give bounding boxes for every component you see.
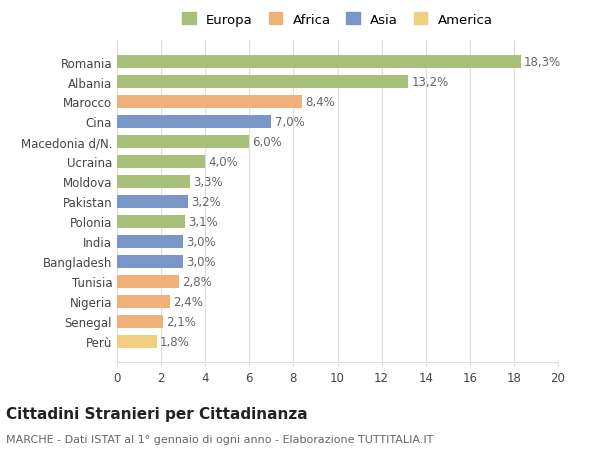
Bar	[117, 275, 179, 288]
Bar	[117, 76, 408, 89]
Bar	[117, 156, 205, 168]
Bar	[117, 136, 250, 149]
Bar	[117, 116, 271, 129]
Text: 3,3%: 3,3%	[193, 175, 223, 189]
Text: Cittadini Stranieri per Cittadinanza: Cittadini Stranieri per Cittadinanza	[6, 406, 308, 421]
Bar	[117, 96, 302, 109]
Text: 18,3%: 18,3%	[524, 56, 561, 69]
Text: 1,8%: 1,8%	[160, 335, 190, 348]
Text: 8,4%: 8,4%	[305, 96, 335, 109]
Text: 3,2%: 3,2%	[191, 196, 221, 208]
Bar	[117, 175, 190, 189]
Text: 3,0%: 3,0%	[187, 235, 216, 248]
Bar	[117, 235, 183, 248]
Bar	[117, 295, 170, 308]
Text: 3,0%: 3,0%	[187, 255, 216, 268]
Text: 2,8%: 2,8%	[182, 275, 212, 288]
Bar	[117, 196, 188, 208]
Text: 6,0%: 6,0%	[253, 136, 283, 149]
Bar	[117, 56, 521, 69]
Text: MARCHE - Dati ISTAT al 1° gennaio di ogni anno - Elaborazione TUTTITALIA.IT: MARCHE - Dati ISTAT al 1° gennaio di ogn…	[6, 434, 433, 444]
Text: 2,4%: 2,4%	[173, 295, 203, 308]
Legend: Europa, Africa, Asia, America: Europa, Africa, Asia, America	[178, 9, 497, 31]
Bar	[117, 335, 157, 348]
Text: 4,0%: 4,0%	[209, 156, 238, 168]
Text: 7,0%: 7,0%	[275, 116, 304, 129]
Bar	[117, 315, 163, 328]
Bar	[117, 215, 185, 229]
Text: 2,1%: 2,1%	[167, 315, 196, 328]
Text: 3,1%: 3,1%	[188, 215, 218, 229]
Text: 13,2%: 13,2%	[412, 76, 449, 89]
Bar	[117, 255, 183, 268]
